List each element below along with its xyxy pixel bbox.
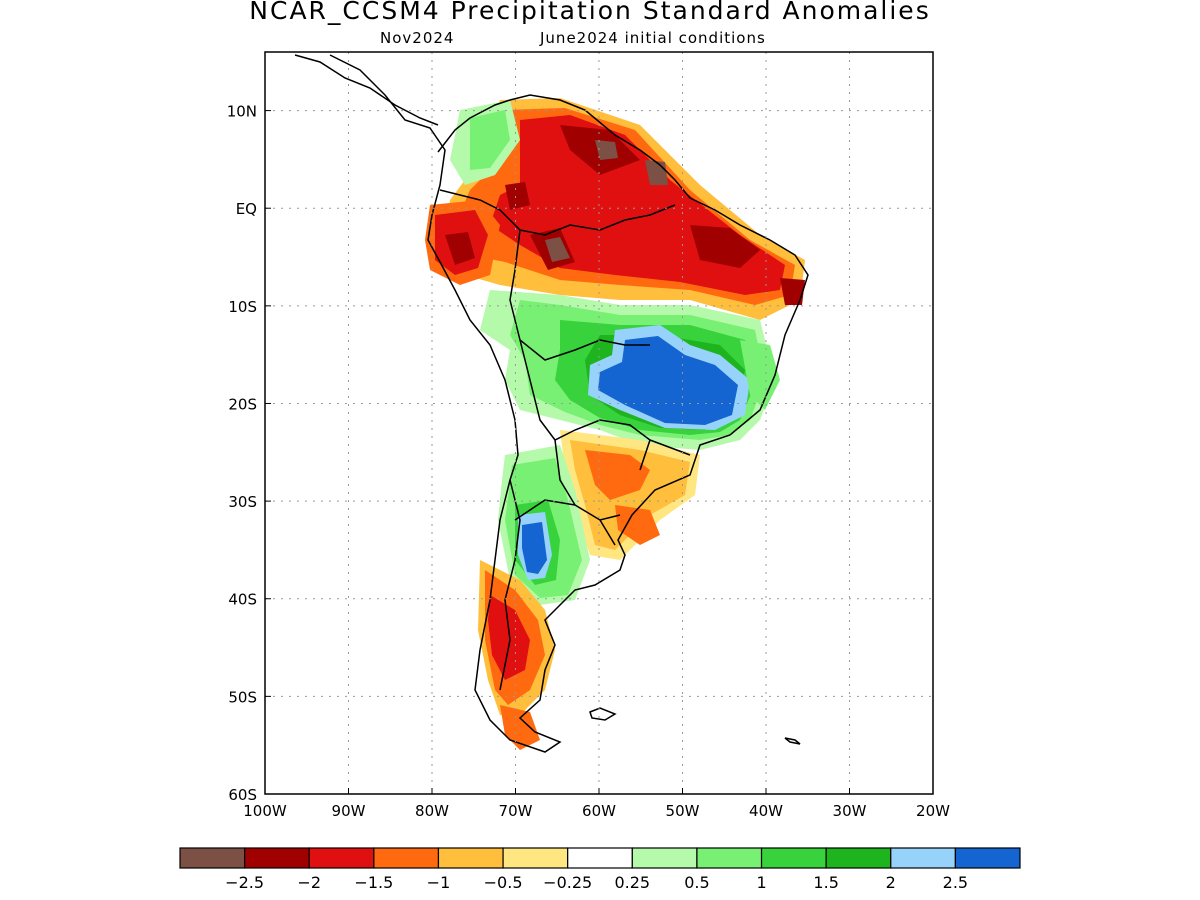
- central-america-coastline: [294, 54, 439, 126]
- lon-tick-label: 40W: [749, 802, 783, 820]
- lat-tick-label: 10S: [228, 298, 257, 316]
- legend-swatch: [437, 847, 504, 869]
- initial-conditions-label: June2024 initial conditions: [540, 29, 766, 47]
- lat-tick-label: 60S: [228, 786, 257, 804]
- legend-label: 2: [886, 873, 896, 892]
- country-borders: [439, 189, 691, 691]
- falkland-islands: [589, 707, 617, 721]
- lon-tick-label: 20W: [916, 802, 950, 820]
- legend-label: −1.5: [354, 873, 393, 892]
- lon-tick-label: 100W: [243, 802, 287, 820]
- lat-tick-label: 30S: [228, 493, 257, 511]
- lon-tick-label: 80W: [415, 802, 449, 820]
- lon-tick-label: 30W: [833, 802, 867, 820]
- anomaly-southern-orange: [560, 430, 700, 560]
- south-georgia: [784, 737, 801, 745]
- color-legend: −2.5 −2 −1.5 −1 −0.5 −0.25 0.25 0.5 1 1.5 2 2.5: [179, 847, 1021, 892]
- legend-label: 1: [756, 873, 766, 892]
- legend-swatch: [502, 847, 569, 869]
- lon-tick-label: 70W: [499, 802, 533, 820]
- lat-tick-label: EQ: [236, 200, 257, 218]
- lat-tick-label: 20S: [228, 395, 257, 413]
- legend-label: 2.5: [943, 873, 968, 892]
- legend-swatch: [308, 847, 375, 869]
- anomaly-argentina-green: [498, 445, 590, 605]
- coastlines: [294, 54, 809, 753]
- legend-label: −1: [427, 873, 451, 892]
- legend-swatch: [890, 847, 956, 869]
- legend-label: −2.5: [225, 873, 264, 892]
- legend-label: 0.25: [614, 873, 650, 892]
- lat-tick-label: 50S: [228, 688, 257, 706]
- legend-swatch: [696, 847, 763, 869]
- legend-swatch: [373, 847, 440, 869]
- legend-swatch: [567, 847, 633, 869]
- anomaly-orange-belt-north: [445, 98, 805, 320]
- legend-swatch: [954, 847, 1021, 869]
- legend-swatch: [760, 847, 827, 869]
- lat-tick-label: 40S: [228, 591, 257, 609]
- legend-label: −0.5: [484, 873, 523, 892]
- legend-swatch: [179, 847, 246, 869]
- lon-tick-label: 60W: [582, 802, 616, 820]
- anomaly-peru-red: [425, 200, 545, 345]
- lon-tick-label: 50W: [666, 802, 700, 820]
- anomaly-central-green: [480, 290, 780, 450]
- anomaly-colombia-green: [450, 100, 520, 185]
- lon-tick-label: 90W: [332, 802, 366, 820]
- legend-label: −2: [297, 873, 321, 892]
- legend-label: −0.25: [543, 873, 592, 892]
- anomaly-field: [425, 98, 805, 750]
- legend-swatch: [244, 847, 310, 869]
- legend-swatch: [631, 847, 698, 869]
- lat-tick-label: 10N: [227, 103, 257, 121]
- map-title: NCAR_CCSM4 Precipitation Standard Anomal…: [249, 0, 931, 25]
- forecast-month: Nov2024: [380, 29, 455, 47]
- axis-ticks: 100W 90W 80W 70W 60W 50W 40W 30W 20W 10N EQ 10S 20S 3…: [227, 103, 950, 820]
- legend-label: 1.5: [813, 873, 838, 892]
- legend-swatch: [825, 847, 892, 869]
- legend-label: 0.5: [684, 873, 709, 892]
- south-america-coastline: [329, 54, 809, 753]
